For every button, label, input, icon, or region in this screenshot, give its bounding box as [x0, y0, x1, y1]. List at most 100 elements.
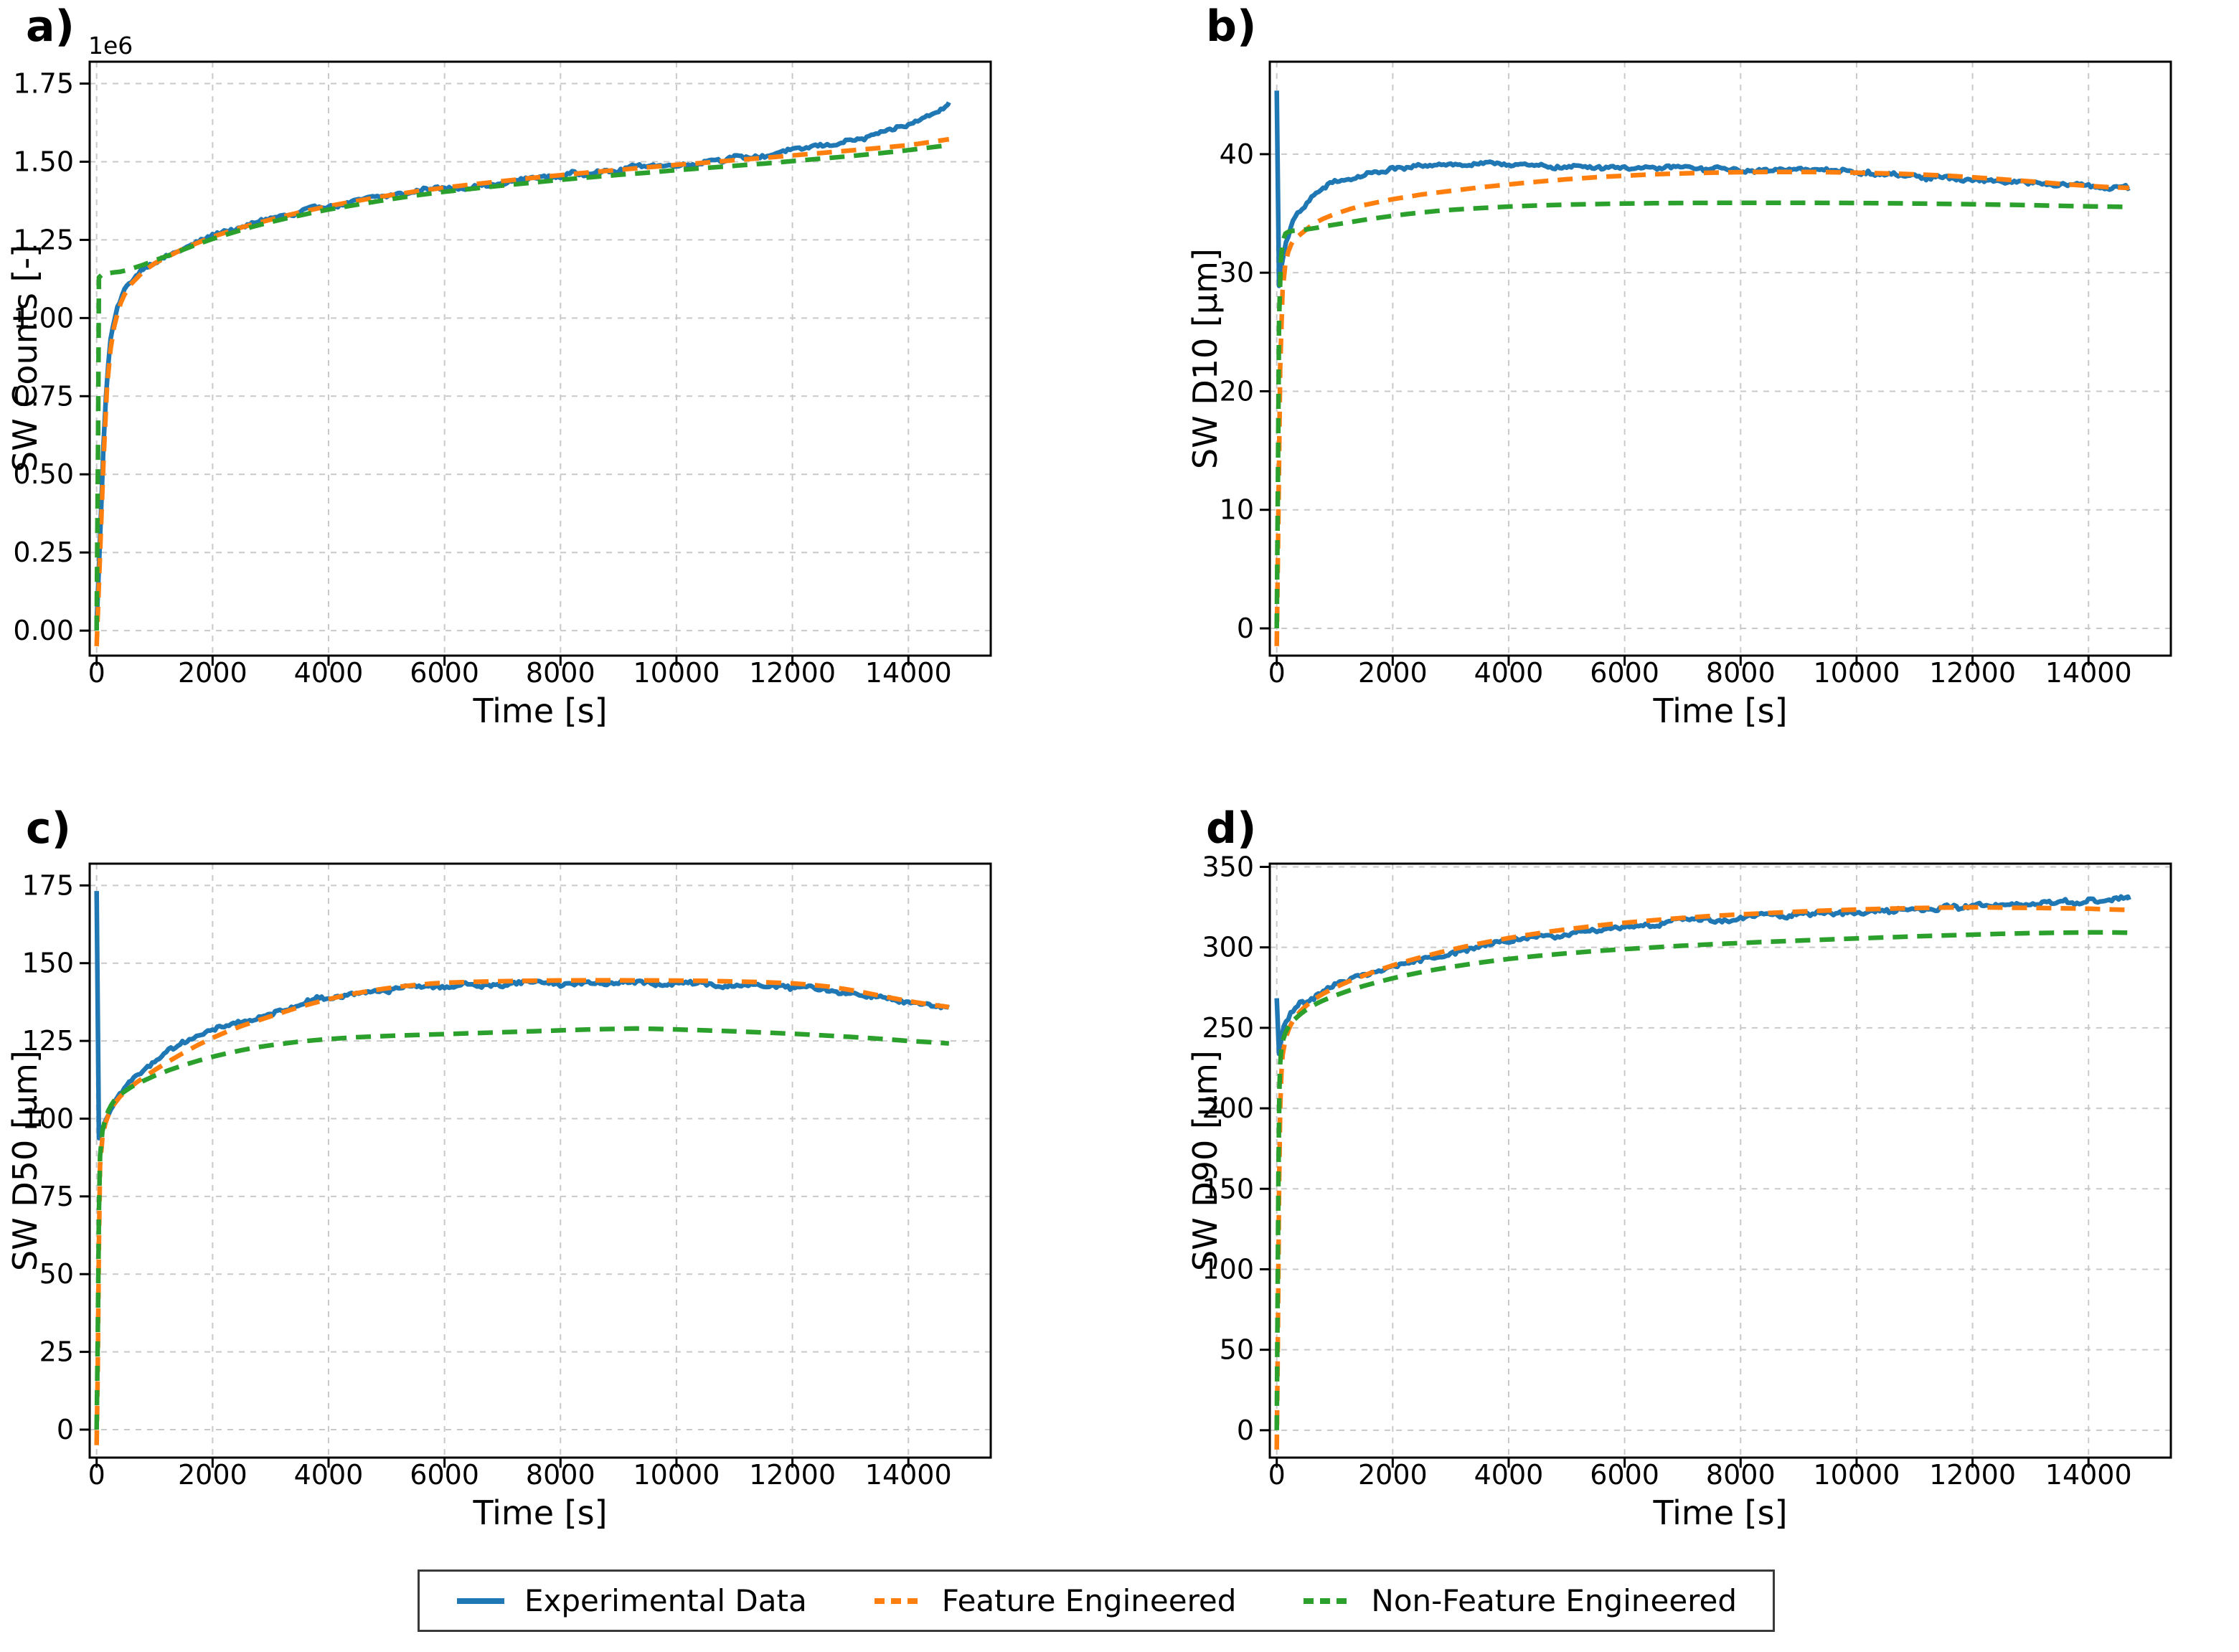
y-tick-label: 75 [39, 1181, 74, 1212]
y-tick-label: 200 [1202, 1092, 1254, 1124]
y-tick-label: 350 [1202, 851, 1254, 882]
x-tick-label: 10000 [1813, 657, 1900, 689]
series-line-0 [1274, 90, 2131, 288]
x-axis-label-time-c: Time [s] [473, 1493, 608, 1532]
panel-sw-d50: 0 2000 4000 6000 8000 10000 12000 14000 0 25 50 75 1… [0, 802, 1090, 1604]
legend-swatch-dashed-line-icon [1304, 1597, 1352, 1604]
axes-spines [88, 60, 992, 657]
y-tick-label: 20 [1220, 375, 1254, 407]
panel-sw-d10: 0 2000 4000 6000 8000 10000 12000 14000 0 10 20 30 4… [1180, 0, 2239, 802]
x-tick-label: 14000 [2045, 657, 2132, 689]
series-line-1 [1274, 169, 2129, 646]
x-axis-label-time-a: Time [s] [473, 692, 608, 730]
legend-label-feature-engineered: Feature Engineered [941, 1583, 1237, 1618]
y-tick-label: 50 [1220, 1334, 1254, 1366]
plot-area-sw-d10: 0 2000 4000 6000 8000 10000 12000 14000 0 10 20 30 4… [1220, 60, 2172, 689]
x-tick-label: 4000 [294, 657, 364, 689]
y-tick-label: 150 [1202, 1173, 1254, 1204]
x-tick-label: 10000 [1813, 1459, 1900, 1491]
panel-letter-a: a) [26, 1, 75, 52]
x-tick-label: 12000 [1929, 1459, 2016, 1491]
y-tick-label: 0.75 [13, 380, 74, 412]
x-tick-label: 6000 [1590, 657, 1659, 689]
y-tick-label: 0.00 [13, 615, 74, 646]
x-tick-label: 0 [1268, 657, 1286, 689]
x-axis-label-time-d: Time [s] [1653, 1493, 1788, 1532]
y-tick-label: 175 [22, 869, 74, 901]
series-line-0 [1274, 894, 2131, 1057]
x-tick-label: 2000 [178, 657, 248, 689]
x-tick-label: 14000 [865, 1459, 952, 1491]
x-tick-label: 12000 [749, 657, 836, 689]
series-line-2 [1274, 200, 2129, 629]
y-tick-label: 0 [1237, 1415, 1254, 1446]
x-tick-label: 14000 [2045, 1459, 2132, 1491]
x-tick-label: 0 [88, 657, 105, 689]
y-tick-label: 250 [1202, 1012, 1254, 1044]
y-tick-label: 50 [39, 1258, 74, 1290]
x-tick-label: 10000 [633, 657, 720, 689]
y-axis-offset-text: 1e6 [88, 32, 133, 60]
series-line-2 [94, 1026, 950, 1430]
x-tick-label: 4000 [1474, 1459, 1544, 1491]
x-tick-label: 14000 [865, 657, 952, 689]
y-tick-label: 25 [39, 1336, 74, 1368]
legend-swatch-solid-line-icon [457, 1597, 504, 1604]
x-tick-label: 0 [88, 1459, 105, 1491]
panel-letter-d: d) [1206, 803, 1257, 854]
plot-area-sw-d90: 0 2000 4000 6000 8000 10000 12000 14000 0 50 100 15… [1202, 851, 2172, 1491]
x-tick-label: 8000 [526, 657, 595, 689]
x-tick-label: 8000 [1706, 657, 1776, 689]
series-line-2 [94, 143, 950, 631]
series-line-0 [94, 891, 951, 1141]
series-line-1 [94, 978, 950, 1445]
y-tick-label: 300 [1202, 932, 1254, 963]
y-tick-label: 0 [57, 1414, 74, 1445]
y-axis-label-sw-counts: SW Counts [-] [6, 245, 44, 473]
series-line-1 [1274, 905, 2129, 1450]
panel-letter-b: b) [1206, 1, 1257, 52]
x-tick-label: 2000 [178, 1459, 248, 1491]
x-tick-label: 4000 [1474, 657, 1544, 689]
y-tick-label: 10 [1220, 494, 1254, 526]
y-tick-label: 40 [1220, 138, 1254, 170]
y-axis-label-sw-d10: SW D10 [μm] [1186, 248, 1225, 469]
y-tick-label: 100 [22, 1103, 74, 1134]
x-tick-label: 2000 [1358, 657, 1428, 689]
x-tick-label: 10000 [633, 1459, 720, 1491]
x-tick-label: 6000 [410, 657, 479, 689]
panel-letter-c: c) [26, 803, 71, 854]
x-axis-label-time-b: Time [s] [1653, 692, 1788, 730]
y-tick-label: 0 [1237, 613, 1254, 644]
axes-spines [1268, 60, 2172, 657]
legend-label-non-feature-engineered: Non-Feature Engineered [1371, 1583, 1737, 1618]
legend-item-non-feature-engineered: Non-Feature Engineered [1302, 1583, 1737, 1618]
legend-item-feature-engineered: Feature Engineered [873, 1583, 1237, 1618]
x-tick-label: 2000 [1358, 1459, 1428, 1491]
y-tick-label: 0.50 [13, 458, 74, 490]
legend-label-experimental: Experimental Data [524, 1583, 807, 1618]
y-tick-label: 1.50 [13, 146, 74, 177]
panel-sw-d90: 0 2000 4000 6000 8000 10000 12000 14000 0 50 100 15… [1180, 802, 2239, 1604]
y-axis-label-sw-d50: SW D50 [μm] [6, 1050, 44, 1271]
y-tick-label: 100 [1202, 1253, 1254, 1285]
y-tick-label: 1.25 [13, 224, 74, 255]
plot-area-sw-counts: 0 2000 4000 6000 8000 10000 12000 14000 0.00 0.25… [13, 60, 992, 689]
series-line-0 [94, 101, 951, 624]
y-tick-label: 30 [1220, 257, 1254, 288]
y-tick-label: 125 [22, 1025, 74, 1057]
legend-swatch-dashed-line-icon [874, 1597, 922, 1604]
legend-item-experimental: Experimental Data [456, 1583, 807, 1618]
series-line-2 [1274, 930, 2129, 1430]
y-tick-label: 150 [22, 948, 74, 979]
y-tick-label: 1.75 [13, 68, 74, 100]
y-tick-label: 0.25 [13, 537, 74, 568]
x-tick-label: 12000 [749, 1459, 836, 1491]
x-tick-label: 6000 [410, 1459, 479, 1491]
x-tick-label: 4000 [294, 1459, 364, 1491]
axes-spines [1268, 862, 2172, 1459]
x-tick-label: 6000 [1590, 1459, 1659, 1491]
x-tick-label: 0 [1268, 1459, 1286, 1491]
x-tick-label: 12000 [1929, 657, 2016, 689]
plot-area-sw-d50: 0 2000 4000 6000 8000 10000 12000 14000 0 25 50 75 1… [22, 862, 992, 1491]
